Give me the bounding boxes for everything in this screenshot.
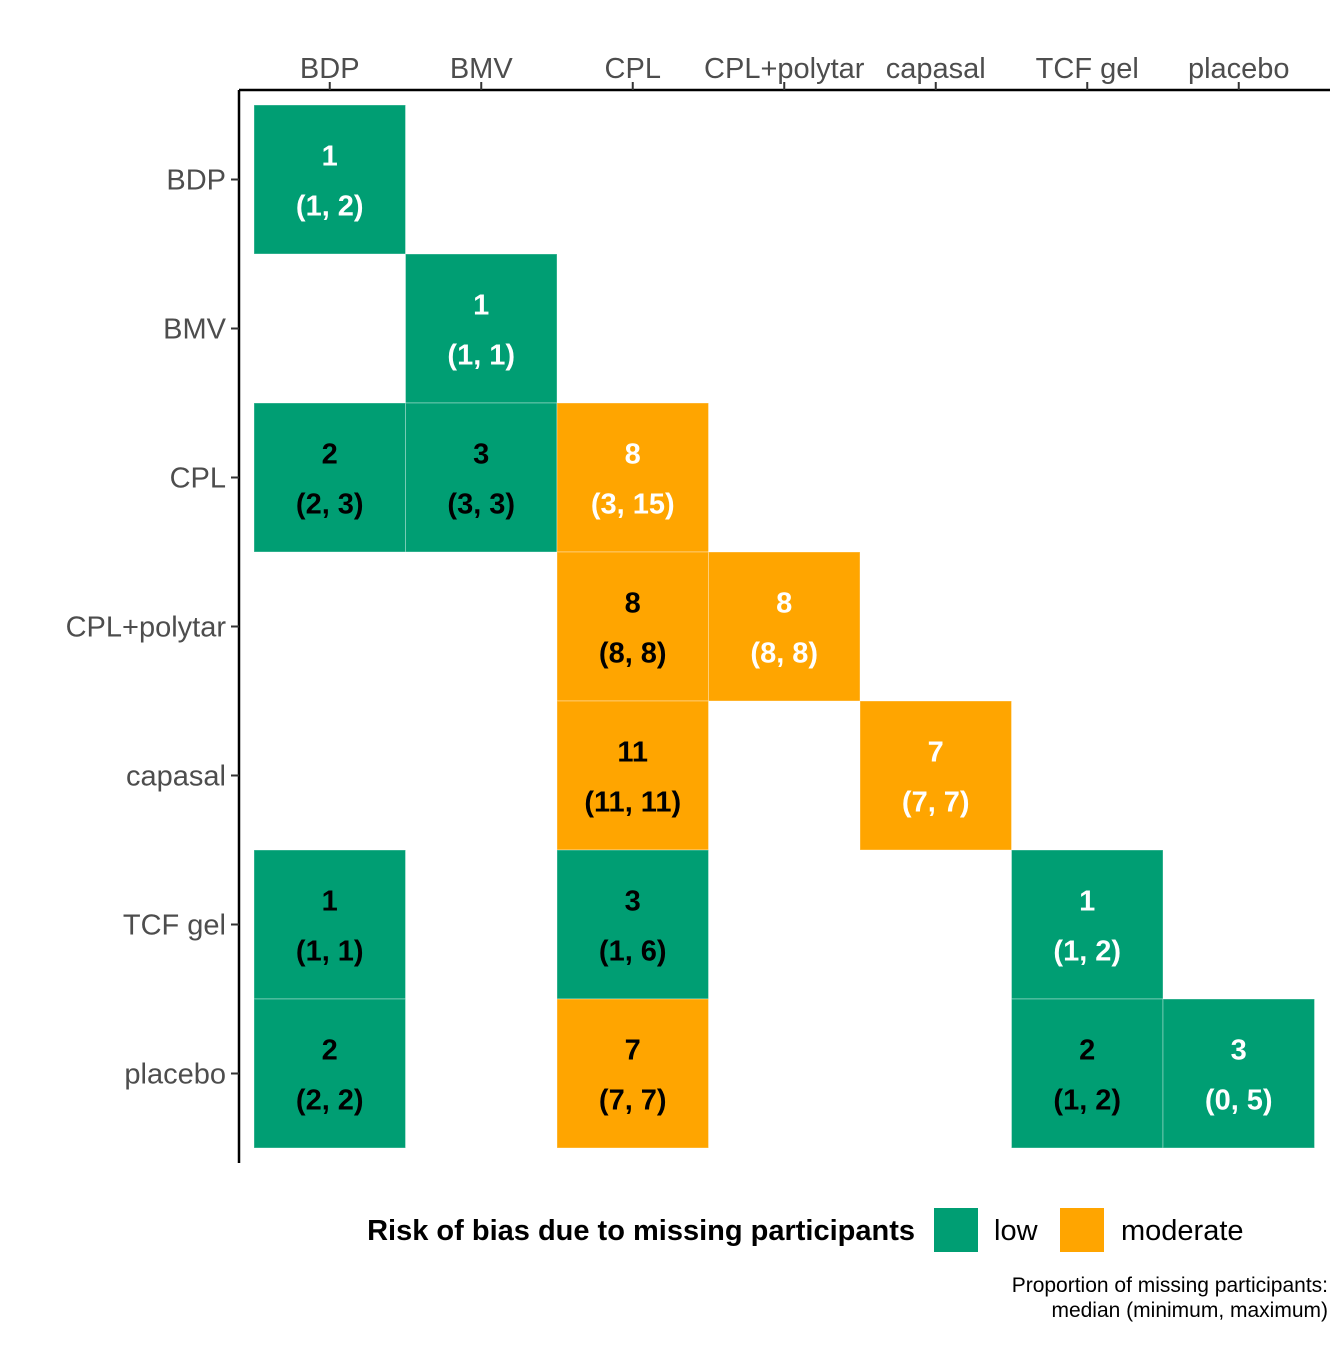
cell-median-placebo-placebo: 3 [1231, 1035, 1247, 1067]
cell-range-bmv-bmv: (1, 1) [447, 340, 515, 372]
cell-tcf-gel-bdp: 1 (1, 1) [253, 849, 406, 1000]
cell-range-bdp-bdp: (1, 2) [296, 191, 364, 223]
cell-median-capasal-capasal: 7 [928, 737, 944, 769]
cells-layer: 1 (1, 2) 1 (1, 1) 2 (2, 3) 3 (3, 3) 8 (3, 15) 8 (8,… [253, 104, 1315, 1149]
cell-cpl-bmv: 3 (3, 3) [405, 402, 558, 553]
cell-rect-bdp-bdp [253, 104, 406, 255]
cell-cpl-cpl: 8 (3, 15) [556, 402, 709, 553]
axes-layer: BDP BMV CPL CPL+polytar capasal TCF gel placeb… [66, 53, 1330, 1163]
cell-median-cpl-bmv: 3 [473, 439, 489, 471]
cell-rect-placebo-bdp [253, 998, 406, 1149]
cell-range-capasal-capasal: (7, 7) [902, 787, 970, 819]
legend-label-moderate: moderate [1121, 1215, 1244, 1247]
cell-cpl-bdp: 2 (2, 3) [253, 402, 406, 553]
cell-median-bmv-bmv: 1 [473, 290, 489, 322]
cell-median-cpl-polytar-cpl: 8 [625, 588, 641, 620]
y-tick-label-cpl-polytar: CPL+polytar [66, 612, 227, 644]
cell-range-cpl-bmv: (3, 3) [447, 489, 515, 521]
cell-range-capasal-cpl: (11, 11) [584, 787, 681, 819]
y-tick-label-placebo: placebo [124, 1059, 226, 1091]
legend-layer: Risk of bias due to missing participants… [367, 1208, 1328, 1322]
cell-rect-placebo-placebo [1162, 998, 1315, 1149]
cell-bdp-bdp: 1 (1, 2) [253, 104, 406, 255]
cell-capasal-capasal: 7 (7, 7) [859, 700, 1012, 851]
caption-line-2: median (minimum, maximum) [1051, 1299, 1328, 1322]
cell-tcf-gel-cpl: 3 (1, 6) [556, 849, 709, 1000]
cell-range-placebo-cpl: (7, 7) [599, 1085, 667, 1117]
cell-rect-tcf-gel-tcf-gel [1011, 849, 1164, 1000]
y-tick-label-capasal: capasal [126, 761, 226, 793]
cell-rect-bmv-bmv [405, 253, 558, 404]
cell-range-placebo-tcf-gel: (1, 2) [1053, 1085, 1121, 1117]
cell-placebo-placebo: 3 (0, 5) [1162, 998, 1315, 1149]
cell-range-placebo-placebo: (0, 5) [1205, 1085, 1273, 1117]
cell-range-placebo-bdp: (2, 2) [296, 1085, 364, 1117]
legend-title: Risk of bias due to missing participants [367, 1215, 915, 1247]
x-tick-label-capasal: capasal [886, 53, 986, 85]
cell-median-capasal-cpl: 11 [617, 737, 648, 769]
cell-rect-tcf-gel-cpl [556, 849, 709, 1000]
cell-rect-cpl-bdp [253, 402, 406, 553]
cell-rect-placebo-tcf-gel [1011, 998, 1164, 1149]
x-tick-label-bmv: BMV [450, 53, 514, 85]
x-tick-label-bdp: BDP [300, 53, 360, 85]
cell-rect-placebo-cpl [556, 998, 709, 1149]
cell-rect-cpl-polytar-cpl [556, 551, 709, 702]
cell-rect-cpl-bmv [405, 402, 558, 553]
legend-label-low: low [994, 1215, 1039, 1247]
cell-median-placebo-cpl: 7 [625, 1035, 641, 1067]
y-tick-label-tcf-gel: TCF gel [123, 910, 226, 942]
y-tick-label-bmv: BMV [163, 314, 227, 346]
cell-median-placebo-tcf-gel: 2 [1079, 1035, 1095, 1067]
cell-range-cpl-polytar-cpl: (8, 8) [599, 638, 667, 670]
cell-cpl-polytar-cpl-polytar: 8 (8, 8) [708, 551, 861, 702]
cell-tcf-gel-tcf-gel: 1 (1, 2) [1011, 849, 1164, 1000]
cell-range-tcf-gel-tcf-gel: (1, 2) [1053, 936, 1121, 968]
cell-rect-cpl-polytar-cpl-polytar [708, 551, 861, 702]
cell-cpl-polytar-cpl: 8 (8, 8) [556, 551, 709, 702]
cell-rect-capasal-cpl [556, 700, 709, 851]
x-tick-label-placebo: placebo [1188, 53, 1290, 85]
legend-key-moderate [1060, 1208, 1104, 1252]
cell-placebo-bdp: 2 (2, 2) [253, 998, 406, 1149]
cell-range-cpl-cpl: (3, 15) [591, 489, 675, 521]
cell-bmv-bmv: 1 (1, 1) [405, 253, 558, 404]
cell-median-placebo-bdp: 2 [322, 1035, 338, 1067]
cell-range-cpl-bdp: (2, 3) [296, 489, 364, 521]
cell-median-bdp-bdp: 1 [322, 141, 338, 173]
cell-rect-tcf-gel-bdp [253, 849, 406, 1000]
cell-rect-cpl-cpl [556, 402, 709, 553]
cell-median-cpl-bdp: 2 [322, 439, 338, 471]
x-tick-label-cpl-polytar: CPL+polytar [704, 53, 865, 85]
y-tick-label-cpl: CPL [170, 463, 226, 495]
cell-median-tcf-gel-cpl: 3 [625, 886, 641, 918]
cell-range-tcf-gel-bdp: (1, 1) [296, 936, 364, 968]
cell-placebo-cpl: 7 (7, 7) [556, 998, 709, 1149]
cell-median-tcf-gel-bdp: 1 [322, 886, 338, 918]
caption-line-1: Proportion of missing participants: [1012, 1274, 1328, 1297]
cell-median-cpl-polytar-cpl-polytar: 8 [776, 588, 792, 620]
cell-range-cpl-polytar-cpl-polytar: (8, 8) [750, 638, 818, 670]
cell-median-tcf-gel-tcf-gel: 1 [1079, 886, 1095, 918]
cell-median-cpl-cpl: 8 [625, 439, 641, 471]
cell-placebo-tcf-gel: 2 (1, 2) [1011, 998, 1164, 1149]
x-tick-label-tcf-gel: TCF gel [1036, 53, 1139, 85]
legend-key-low [934, 1208, 978, 1252]
x-tick-label-cpl: CPL [605, 53, 661, 85]
y-tick-label-bdp: BDP [166, 165, 226, 197]
cell-capasal-cpl: 11 (11, 11) [556, 700, 709, 851]
cell-range-tcf-gel-cpl: (1, 6) [599, 936, 667, 968]
cell-rect-capasal-capasal [859, 700, 1012, 851]
